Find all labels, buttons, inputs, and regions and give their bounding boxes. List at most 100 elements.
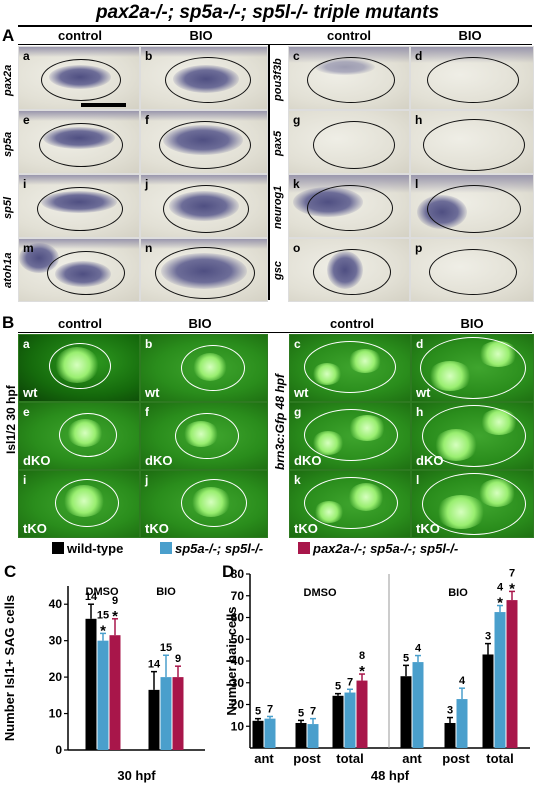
ish-image-f: f	[140, 110, 268, 174]
panel-b-header-control-right: control	[329, 316, 375, 331]
gene-label-sp5l: sp5l	[2, 197, 14, 220]
gfp-image-e: e dKO	[18, 402, 140, 470]
legend-swatch-triple	[298, 542, 310, 554]
gfp-genotype-b: wt	[145, 385, 160, 400]
bar	[456, 699, 468, 748]
gfp-genotype-g: dKO	[294, 453, 322, 468]
n-label: 3	[485, 631, 491, 643]
y-tick-label: 10	[49, 707, 63, 721]
gfp-genotype-e: dKO	[23, 453, 51, 468]
gfp-genotype-i: tKO	[23, 521, 47, 536]
gfp-genotype-h: dKO	[416, 453, 444, 468]
category-label: ant	[254, 751, 274, 766]
bar	[482, 654, 494, 748]
n-label: 14	[85, 591, 98, 603]
bar	[400, 676, 412, 748]
legend-swatch-wild-type	[52, 542, 64, 554]
y-axis-label: Number Isl1+ SAG cells	[2, 595, 17, 741]
gfp-letter-a: a	[23, 337, 30, 351]
ish-letter-p: p	[415, 241, 423, 255]
n-label: 4	[497, 582, 504, 594]
gfp-letter-b: b	[145, 337, 153, 351]
bar	[264, 718, 276, 748]
gene-label-pax5: pax5	[272, 130, 284, 156]
category-label: total	[336, 751, 363, 766]
significance-star: *	[509, 580, 515, 597]
panel-b-right-axis-label: brn3c:Gfp 48 hpf	[273, 374, 287, 471]
n-label: 3	[447, 705, 453, 717]
gfp-image-k: k tKO	[289, 470, 411, 538]
n-label: 9	[175, 653, 181, 665]
y-tick-label: 40	[231, 654, 245, 668]
gfp-letter-d: d	[416, 337, 424, 351]
ish-letter-b: b	[145, 49, 153, 63]
ish-image-d: d	[410, 46, 534, 110]
gfp-letter-c: c	[294, 337, 301, 351]
gfp-image-a: a wt	[18, 334, 140, 402]
gfp-letter-g: g	[294, 405, 302, 419]
bar	[307, 724, 319, 748]
ish-letter-n: n	[145, 241, 153, 255]
panel-a-divider	[268, 44, 270, 300]
gene-label-sp5a: sp5a	[2, 131, 14, 157]
ish-image-o: o	[288, 238, 410, 302]
ish-letter-f: f	[145, 113, 149, 127]
group-label-bio: BIO	[156, 586, 176, 598]
ish-image-i: i	[18, 174, 140, 238]
n-label: 8	[359, 650, 365, 662]
x-axis-label: 48 hpf	[371, 768, 410, 783]
ish-image-h: h	[410, 110, 534, 174]
ish-image-a: a	[18, 46, 140, 110]
panel-a-header-bio-right: BIO	[458, 28, 482, 43]
bar	[109, 635, 121, 750]
n-label: 7	[509, 567, 515, 579]
gene-label-pou3f3b: pou3f3b	[272, 58, 284, 102]
panel-b-header-bio-left: BIO	[188, 316, 212, 331]
significance-star: *	[359, 663, 365, 680]
ish-letter-d: d	[415, 49, 423, 63]
gfp-image-j: j tKO	[140, 470, 268, 538]
gfp-image-b: b wt	[140, 334, 268, 402]
gfp-letter-l: l	[416, 473, 420, 487]
y-tick-label: 70	[231, 589, 245, 603]
gene-label-pax2a: pax2a	[2, 64, 14, 96]
gfp-genotype-a: wt	[23, 385, 38, 400]
n-label: 5	[255, 706, 261, 718]
bar	[97, 640, 109, 750]
gfp-genotype-k: tKO	[294, 521, 318, 536]
ish-letter-m: m	[23, 241, 34, 255]
bar	[506, 600, 518, 748]
group-label-dmso: DMSO	[86, 586, 119, 598]
gfp-letter-e: e	[23, 405, 30, 419]
panel-c-label: C	[4, 562, 17, 581]
panel-a-header-bio-left: BIO	[189, 28, 213, 43]
bar	[295, 722, 307, 748]
panel-a-label: A	[2, 26, 15, 45]
gfp-letter-k: k	[294, 473, 301, 487]
panel-a-header-rule	[18, 44, 532, 45]
n-label: 15	[160, 642, 172, 654]
ish-letter-e: e	[23, 113, 30, 127]
gfp-genotype-j: tKO	[145, 521, 169, 536]
y-tick-label: 20	[231, 698, 245, 712]
bar	[412, 662, 424, 748]
n-label: 7	[347, 676, 353, 688]
panel-d-label: D	[222, 562, 235, 581]
n-label: 5	[403, 652, 409, 664]
legend-item-wild-type: wild-type	[52, 541, 123, 556]
gene-label-atoh1a: atoh1a	[2, 252, 14, 288]
y-tick-label: 80	[231, 567, 245, 581]
y-tick-label: 0	[55, 743, 62, 757]
ish-image-c: c	[288, 46, 410, 110]
gene-label-neurog1: neurog1	[272, 185, 284, 229]
gfp-image-i: i tKO	[18, 470, 140, 538]
y-tick-label: 50	[231, 632, 245, 646]
category-label: post	[293, 751, 321, 766]
gfp-image-g: g dKO	[289, 402, 411, 470]
bar	[252, 720, 264, 748]
ish-letter-k: k	[293, 177, 300, 191]
ish-letter-l: l	[415, 177, 419, 191]
gfp-letter-i: i	[23, 473, 27, 487]
ish-letter-j: j	[145, 177, 149, 191]
y-tick-label: 10	[231, 719, 245, 733]
